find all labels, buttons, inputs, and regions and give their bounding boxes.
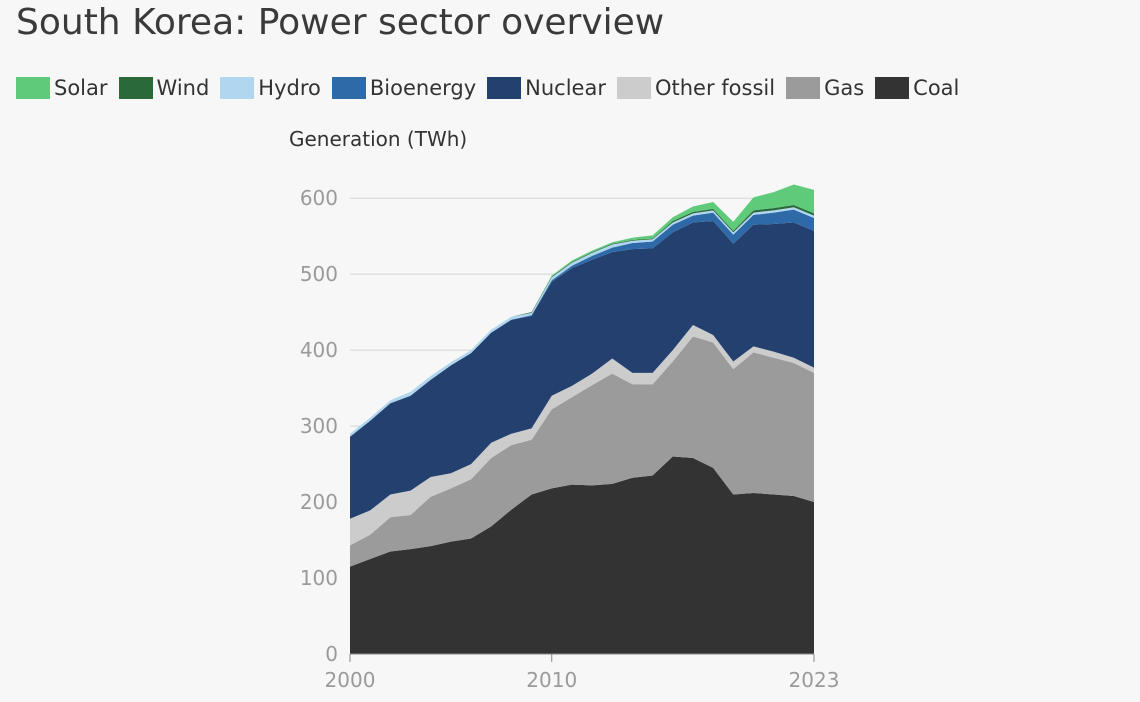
legend-item-hydro[interactable]: Hydro <box>220 76 321 100</box>
y-tick-label: 400 <box>300 338 338 362</box>
y-tick-label: 100 <box>300 566 338 590</box>
x-tick-label: 2010 <box>526 668 577 692</box>
y-tick-label: 300 <box>300 414 338 438</box>
x-tick-label: 2023 <box>789 668 840 692</box>
legend-swatch-other-fossil <box>616 77 651 99</box>
legend-label-nuclear: Nuclear <box>525 76 606 100</box>
area-coal[interactable] <box>350 456 814 654</box>
legend-item-solar[interactable]: Solar <box>16 76 108 100</box>
x-axis-ticks: 2000 2010 2023 <box>325 653 840 692</box>
legend-swatch-bioenergy <box>331 77 366 99</box>
legend-item-coal[interactable]: Coal <box>875 76 959 100</box>
y-tick-label: 0 <box>325 642 338 666</box>
y-axis-ticks: 0 100 200 300 400 500 600 <box>300 186 338 666</box>
x-tick-label: 2000 <box>325 668 376 692</box>
legend-label-solar: Solar <box>54 76 108 100</box>
legend-item-nuclear[interactable]: Nuclear <box>487 76 606 100</box>
legend-swatch-gas <box>786 77 821 99</box>
legend-label-hydro: Hydro <box>258 76 321 100</box>
legend-swatch-solar <box>16 77 50 99</box>
legend-label-wind: Wind <box>156 76 210 100</box>
legend-label-other-fossil: Other fossil <box>654 76 776 100</box>
legend-label-coal: Coal <box>913 76 960 100</box>
area-nuclear[interactable] <box>350 220 814 519</box>
legend-swatch-hydro <box>220 77 255 99</box>
y-tick-label: 200 <box>300 490 338 514</box>
area-series <box>350 184 814 654</box>
y-tick-label: 500 <box>300 262 338 286</box>
y-axis-title: Generation (TWh) <box>289 127 468 151</box>
legend-item-wind[interactable]: Wind <box>118 76 210 100</box>
legend-item-bioenergy[interactable]: Bioenergy <box>331 76 477 100</box>
legend-swatch-wind <box>118 77 153 99</box>
y-tick-label: 600 <box>300 186 338 210</box>
legend-swatch-nuclear <box>487 77 522 99</box>
area-gas[interactable] <box>350 336 814 567</box>
legend-swatch-coal <box>875 77 910 99</box>
legend-item-gas[interactable]: Gas <box>786 76 864 100</box>
legend-label-gas: Gas <box>824 76 865 100</box>
chart-title: South Korea: Power sector overview <box>16 2 665 43</box>
legend-label-bioenergy: Bioenergy <box>369 76 477 100</box>
legend: Solar Wind Hydro Bioenergy Nuclear Other… <box>16 76 959 100</box>
legend-item-other-fossil[interactable]: Other fossil <box>616 76 776 100</box>
